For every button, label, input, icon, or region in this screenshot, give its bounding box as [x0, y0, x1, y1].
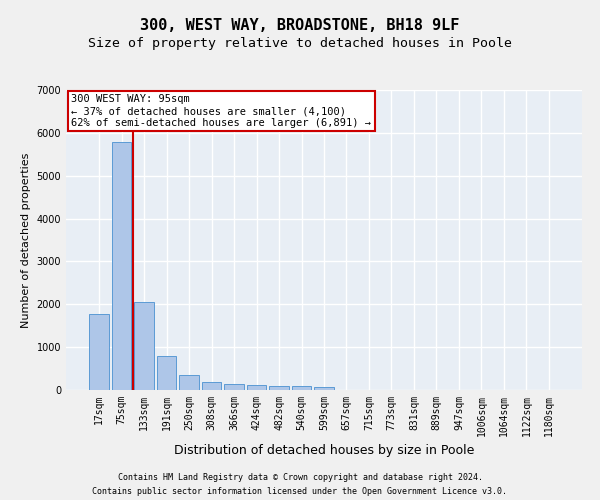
Bar — [157, 356, 176, 390]
Y-axis label: Number of detached properties: Number of detached properties — [21, 152, 31, 328]
X-axis label: Distribution of detached houses by size in Poole: Distribution of detached houses by size … — [174, 444, 474, 458]
Bar — [89, 314, 109, 390]
Bar — [202, 382, 221, 390]
Text: Contains HM Land Registry data © Crown copyright and database right 2024.: Contains HM Land Registry data © Crown c… — [118, 472, 482, 482]
Bar — [224, 384, 244, 390]
Text: 300, WEST WAY, BROADSTONE, BH18 9LF: 300, WEST WAY, BROADSTONE, BH18 9LF — [140, 18, 460, 32]
Bar — [247, 386, 266, 390]
Bar — [179, 376, 199, 390]
Bar — [269, 386, 289, 390]
Bar — [314, 387, 334, 390]
Bar — [112, 142, 131, 390]
Text: 300 WEST WAY: 95sqm
← 37% of detached houses are smaller (4,100)
62% of semi-det: 300 WEST WAY: 95sqm ← 37% of detached ho… — [71, 94, 371, 128]
Text: Contains public sector information licensed under the Open Government Licence v3: Contains public sector information licen… — [92, 488, 508, 496]
Bar — [292, 386, 311, 390]
Text: Size of property relative to detached houses in Poole: Size of property relative to detached ho… — [88, 38, 512, 51]
Bar — [134, 302, 154, 390]
